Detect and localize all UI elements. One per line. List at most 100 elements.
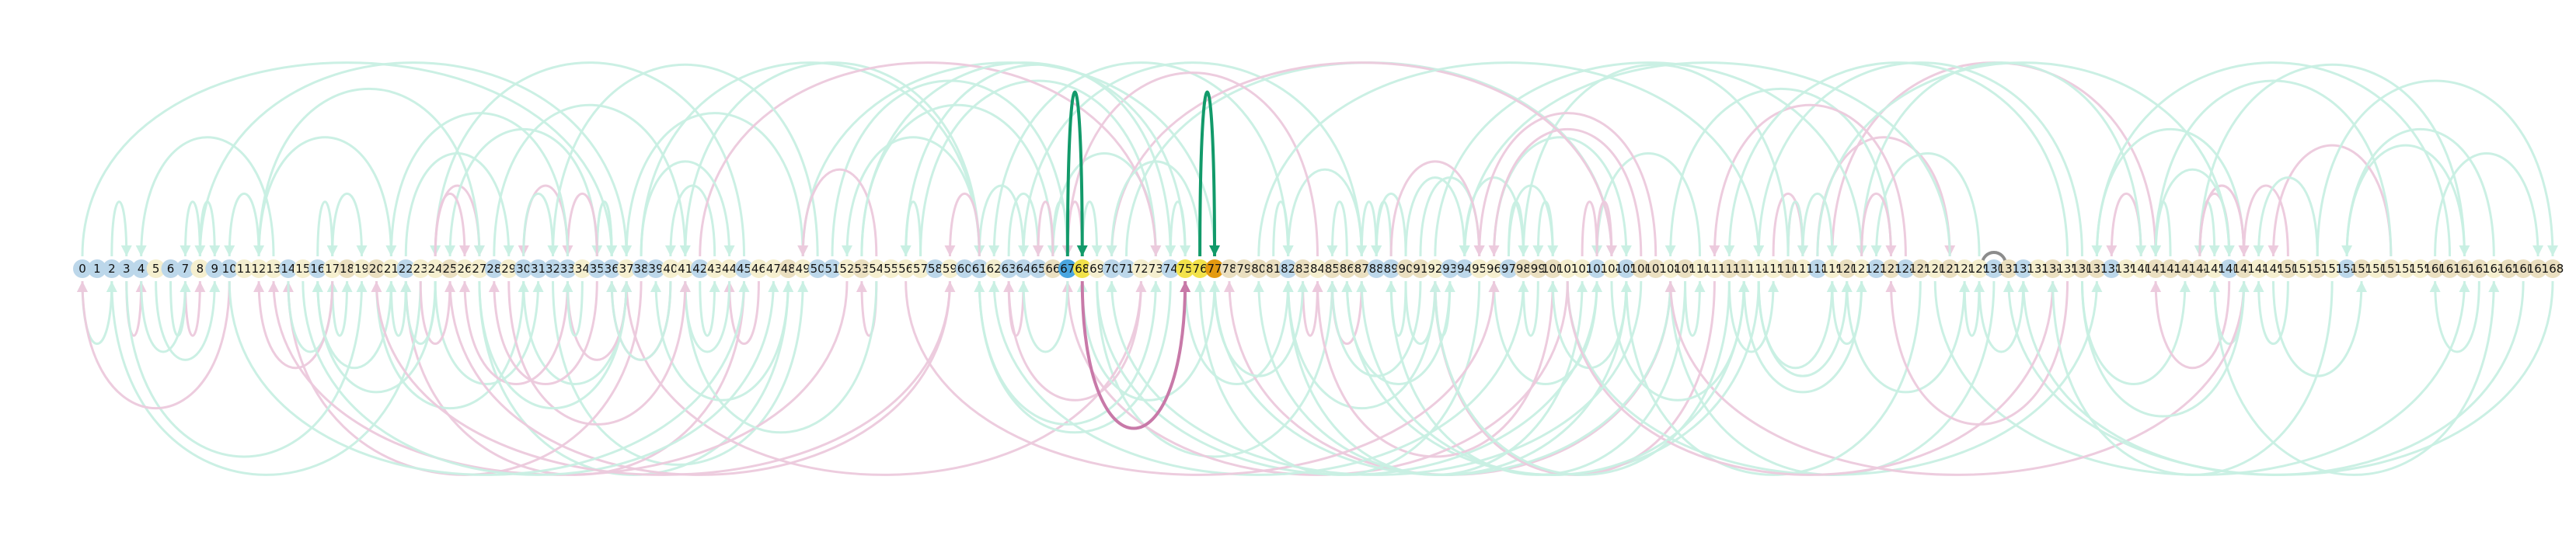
node-circle: [382, 259, 401, 278]
edge-arc: [1507, 184, 1554, 257]
node-label: 145: [2203, 262, 2226, 276]
edge-arc-arrowhead: [2106, 245, 2118, 256]
node-56: 56: [896, 259, 915, 278]
node-circle: [1382, 259, 1401, 278]
node-52: 52: [837, 259, 856, 278]
node-label: 50: [810, 262, 825, 276]
edge-arc-arrowhead: [650, 281, 661, 292]
node-label: 104: [1601, 262, 1623, 276]
edge-arc: [1389, 280, 1407, 337]
edge-arc-arrowhead: [356, 281, 368, 292]
node-circle: [411, 259, 430, 278]
edge-arc: [198, 61, 628, 257]
node-circle: [2410, 259, 2430, 278]
node-circle: [2028, 259, 2048, 278]
edge-arc: [198, 200, 216, 257]
node-label: 111: [1703, 262, 1726, 276]
node-107: 107: [1644, 259, 1667, 278]
node-83: 83: [1293, 259, 1312, 278]
node-label: 160: [2424, 262, 2446, 276]
node-63: 63: [999, 259, 1019, 278]
node-28: 28: [484, 259, 504, 278]
edge-arc: [948, 192, 981, 257]
edge-arc: [1287, 280, 1584, 476]
edge-arc: [1713, 103, 1907, 257]
node-label: 134: [2041, 262, 2064, 276]
edge-arc: [522, 192, 555, 257]
node-label: 80: [1251, 262, 1266, 276]
edge-arc: [1816, 61, 2231, 257]
node-140: 140: [2130, 259, 2152, 278]
node-label: 159: [2409, 262, 2431, 276]
edge-arc: [110, 200, 128, 257]
edge-arc: [1007, 280, 1142, 402]
edge-arc-arrowhead: [1356, 281, 1368, 292]
node-138: 138: [2100, 259, 2123, 278]
node-circle: [749, 259, 769, 278]
edge-arc: [992, 280, 1525, 476]
node-label: 135: [2056, 262, 2079, 276]
node-136: 136: [2071, 259, 2093, 278]
edge-arc-arrowhead: [385, 281, 397, 292]
node-48: 48: [779, 259, 798, 278]
edge-arc: [2198, 63, 2466, 257]
node-label: 65: [1030, 262, 1045, 276]
node-circle: [881, 259, 901, 278]
node-circle: [1058, 259, 1077, 278]
node-circle: [117, 259, 136, 278]
node-105: 105: [1616, 259, 1638, 278]
node-circle: [1896, 259, 1915, 278]
node-2: 2: [102, 259, 121, 278]
edge-arc: [905, 63, 1172, 257]
edge-arc-arrowhead: [679, 281, 691, 292]
edge-arc-arrowhead: [385, 245, 397, 256]
edge-arc: [110, 280, 422, 476]
edge-arc: [1727, 280, 1775, 353]
node-95: 95: [1469, 259, 1489, 278]
node-label: 61: [972, 262, 987, 276]
node-label: 62: [987, 262, 1002, 276]
node-label: 116: [1777, 262, 1800, 276]
edge-arc-arrowhead: [1620, 281, 1632, 292]
node-circle: [1219, 259, 1239, 278]
node-circle: [1602, 259, 1621, 278]
node-circle: [1675, 259, 1695, 278]
node-label: 167: [2527, 262, 2550, 276]
node-circle: [793, 259, 813, 278]
edge-arc: [1096, 280, 1333, 458]
node-circle: [205, 259, 225, 278]
node-label: 107: [1644, 262, 1667, 276]
edge-arc-arrowhead: [900, 245, 912, 256]
node-label: 106: [1630, 262, 1652, 276]
node-161: 161: [2438, 259, 2461, 278]
edge-arc-arrowhead: [224, 245, 235, 256]
node-label: 105: [1616, 262, 1638, 276]
node-circle: [925, 259, 945, 278]
node-label: 81: [1266, 262, 1281, 276]
node-label: 70: [1104, 262, 1119, 276]
edge-arc-arrowhead: [2488, 281, 2500, 292]
node-label: 93: [1442, 262, 1457, 276]
node-61: 61: [970, 259, 989, 278]
edge-arc: [1345, 280, 1452, 385]
node-circle: [1734, 259, 1754, 278]
node-label: 18: [340, 262, 354, 276]
edge-arc: [1360, 280, 1745, 476]
edge-arc: [566, 192, 598, 257]
node-label: 3: [123, 262, 131, 276]
edge-arc: [1522, 280, 1539, 337]
node-circle: [734, 259, 754, 278]
node-circle: [1367, 259, 1386, 278]
node-circle: [1573, 259, 1592, 278]
edge-arc-arrowhead: [77, 281, 88, 292]
node-154: 154: [2336, 259, 2358, 278]
node-106: 106: [1630, 259, 1652, 278]
node-circle: [2440, 259, 2459, 278]
node-circle: [1425, 259, 1445, 278]
edge-arc-arrowhead: [2341, 245, 2353, 256]
edge-arc: [1330, 280, 1422, 377]
edge-arc: [404, 152, 511, 257]
node-118: 118: [1807, 259, 1828, 278]
node-circle: [2323, 259, 2342, 278]
node-circle: [1926, 259, 1945, 278]
